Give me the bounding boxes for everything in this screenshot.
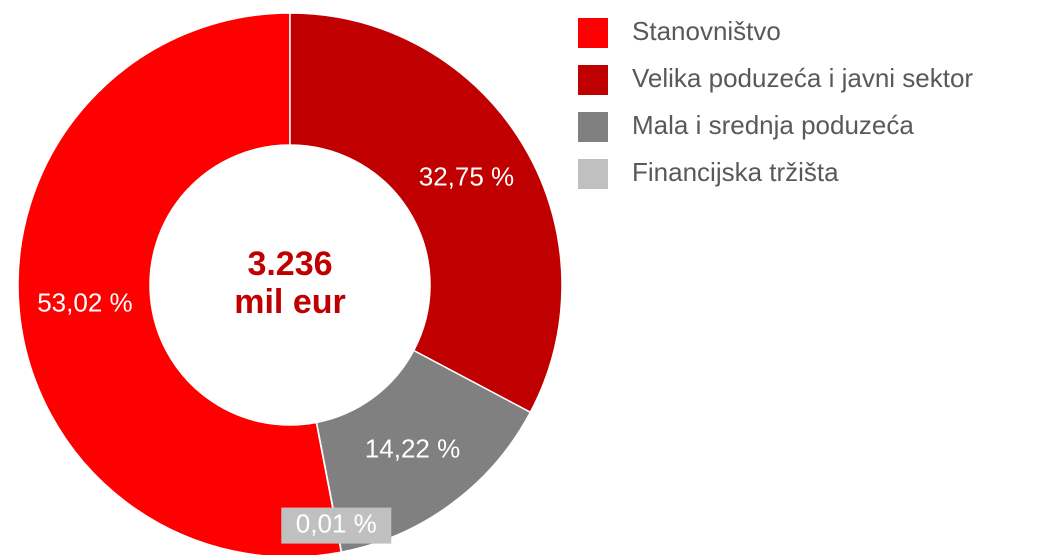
legend-swatch xyxy=(578,18,608,48)
slice xyxy=(289,12,563,414)
value-label: 32,75 % xyxy=(419,162,514,192)
legend-label: Financijska tržišta xyxy=(632,157,839,187)
legend-swatch xyxy=(578,112,608,142)
legend-swatch xyxy=(578,159,608,189)
legend-label: Mala i srednja poduzeća xyxy=(632,110,914,140)
label-background xyxy=(281,507,392,544)
slice xyxy=(315,349,532,553)
legend-label: Stanovništvo xyxy=(632,16,781,46)
slice xyxy=(17,12,343,555)
value-label: 14,22 % xyxy=(365,433,460,463)
legend-swatch xyxy=(578,65,608,95)
legend-label: Velika poduzeća i javni sektor xyxy=(632,63,973,93)
value-label: 0,01 % xyxy=(296,508,377,538)
value-label: 53,02 % xyxy=(37,287,132,317)
center-label: 3.236 xyxy=(247,245,332,283)
center-label: mil eur xyxy=(234,283,345,321)
